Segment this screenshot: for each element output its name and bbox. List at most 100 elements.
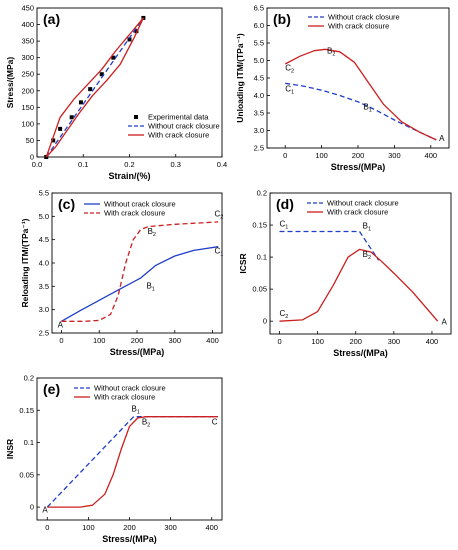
data-point (127, 37, 132, 42)
y-tick-label: 4.0 (39, 259, 49, 268)
point-annotation: B2 (327, 47, 335, 58)
data-point (69, 115, 74, 120)
y-tick-label: 3.5 (254, 109, 264, 118)
y-tick-label: 100 (21, 119, 34, 128)
series-line-2 (284, 48, 437, 141)
y-axis-label: ICSR (238, 253, 248, 273)
data-point (78, 100, 83, 105)
x-tick-label: 200 (349, 337, 362, 346)
point-annotation: C2 (280, 309, 289, 320)
legend-marker (134, 115, 138, 119)
x-tick-label: 0.2 (124, 160, 134, 169)
series-line-2 (45, 17, 144, 158)
data-point (44, 155, 49, 159)
point-annotation: B2 (142, 417, 150, 428)
x-tick-label: 400 (206, 336, 219, 345)
y-tick-label: 0 (263, 317, 267, 326)
point-annotation: A (441, 317, 447, 326)
x-tick-label: 0.0 (32, 160, 42, 169)
y-tick-label: 2.5 (39, 329, 49, 338)
x-tick-label: 300 (164, 523, 177, 532)
x-tick-label: 0 (45, 523, 49, 532)
chart-panel-2: 0 100 200 300 400 2.5 3.0 3.5 4.0 4.5 5.0 5.5 6.0 6.5… (235, 4, 450, 172)
legend-label: Without crack closure (148, 122, 220, 131)
panel-label: (c) (58, 196, 75, 212)
data-point (88, 87, 93, 92)
y-tick-label: 0 (30, 153, 34, 162)
panel-label: (b) (273, 11, 291, 27)
y-tick-label: 4.5 (254, 74, 264, 83)
legend-label: Without crack closure (327, 199, 399, 208)
legend-label: With crack closure (148, 131, 209, 140)
y-tick-label: 6.5 (254, 4, 264, 13)
series-line-2 (61, 221, 219, 322)
x-tick-label: 200 (131, 336, 144, 345)
legend-label: Without crack closure (104, 200, 176, 209)
y-tick-label: 0.2 (24, 374, 34, 383)
legend-label: With crack closure (94, 393, 155, 402)
point-annotation: B1 (363, 103, 371, 114)
panel-label: (d) (276, 196, 294, 212)
x-tick-label: 0 (277, 337, 281, 346)
x-tick-label: 400 (425, 151, 438, 160)
point-annotation: B2 (148, 227, 156, 238)
data-point (99, 72, 104, 77)
point-annotation: C1 (280, 219, 289, 230)
chart-panel-3: 0 100 200 300 400 2.5 3.0 3.5 4.0 4.5 5.0 5.5 Stress… (20, 189, 223, 358)
x-tick-label: 300 (388, 337, 401, 346)
series-line-1 (279, 230, 380, 261)
y-tick-label: 200 (21, 86, 34, 95)
y-tick-label: 150 (21, 103, 34, 112)
plot-frame (269, 192, 452, 335)
legend-label: Without crack closure (94, 384, 166, 393)
y-tick-label: 0.2 (257, 189, 267, 198)
data-point (134, 29, 139, 34)
y-tick-label: 0.15 (19, 406, 34, 415)
y-tick-label: 0.05 (252, 285, 267, 294)
point-annotation: B1 (132, 405, 140, 416)
y-tick-label: 250 (21, 70, 34, 79)
x-axis-label: Stress/(MPa) (110, 347, 165, 357)
point-annotation: A (58, 320, 64, 329)
x-tick-label: 300 (169, 336, 182, 345)
x-tick-label: 0.3 (171, 160, 181, 169)
data-point (111, 55, 116, 60)
y-tick-label: 5.5 (254, 39, 264, 48)
y-axis-label: Unloading ITM/(TPa⁻¹) (235, 33, 245, 123)
y-axis-label: Stress/(MPa) (5, 57, 15, 109)
y-tick-label: 450 (21, 4, 34, 13)
legend-label: With crack closure (327, 208, 388, 217)
y-tick-label: 2.5 (254, 144, 264, 153)
x-axis-label: Stress/(MPa) (333, 348, 388, 358)
y-tick-label: 6.0 (254, 21, 264, 30)
series-line-1 (61, 246, 219, 322)
y-axis-label: INSR (5, 439, 15, 459)
x-tick-label: 200 (352, 151, 365, 160)
data-point (51, 138, 56, 143)
point-annotation: B1 (363, 221, 371, 232)
x-tick-label: 0 (283, 151, 287, 160)
y-tick-label: 0.05 (19, 470, 34, 479)
y-tick-label: 400 (21, 20, 34, 29)
x-tick-label: 100 (82, 523, 95, 532)
point-annotation: C2 (214, 209, 223, 220)
panel-label: (e) (43, 381, 60, 397)
y-tick-label: 3.0 (39, 305, 49, 314)
series-line-1 (46, 416, 218, 508)
y-tick-label: 5.0 (254, 56, 264, 65)
x-tick-label: 400 (426, 337, 439, 346)
x-axis-label: Stress/(MPa) (331, 162, 386, 172)
point-annotation: A (439, 134, 445, 143)
legend-label: Without crack closure (328, 13, 400, 22)
y-tick-label: 5.0 (39, 212, 49, 221)
y-tick-label: 350 (21, 37, 34, 46)
y-tick-label: 0.1 (24, 438, 34, 447)
x-tick-label: 400 (205, 523, 218, 532)
x-tick-label: 300 (388, 151, 401, 160)
chart-panel-4: 0 100 200 300 400 0 0.05 0.1 0.15 0.2 Stress/(MPa)… (238, 189, 452, 358)
y-tick-label: 0.15 (252, 221, 267, 230)
point-annotation: B2 (363, 250, 371, 261)
chart-panel-5: 0 100 200 300 400 0 0.05 0.1 0.15 0.2 Stress/(MPa)… (5, 374, 223, 544)
point-annotation: C1 (285, 84, 294, 95)
